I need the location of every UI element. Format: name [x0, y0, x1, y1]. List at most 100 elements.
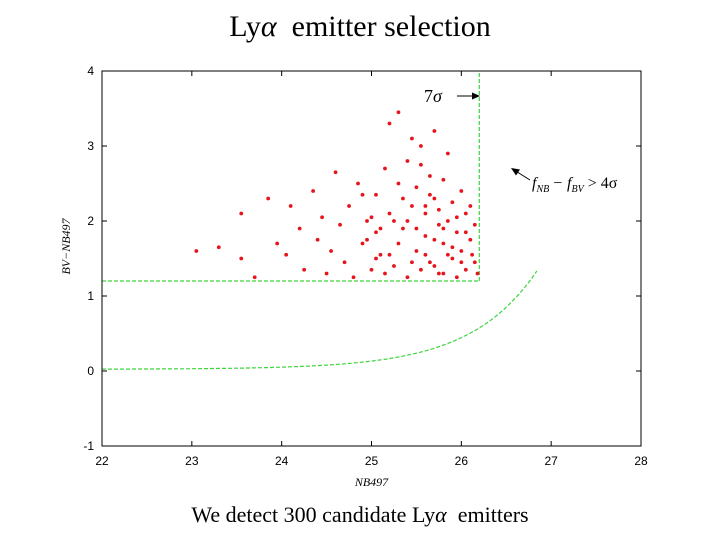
candidate-point-47 [432, 196, 437, 201]
candidate-point-41 [419, 144, 423, 148]
candidate-point-92 [365, 237, 369, 242]
candidate-point-8 [288, 204, 293, 208]
candidate-point-87 [410, 260, 414, 265]
candidate-point-73 [414, 226, 419, 231]
candidate-point-5 [266, 196, 271, 201]
seven-sigma-symbol: σ [433, 86, 443, 106]
candidate-point-48 [432, 129, 437, 133]
y-tick-label-3: 2 [87, 214, 94, 228]
candidate-point-51 [441, 177, 446, 182]
seven-sigma-arrowhead [472, 92, 480, 100]
candidate-point-52 [441, 241, 446, 246]
x-tick-label-0: 22 [95, 454, 109, 468]
candidate-point-14 [324, 271, 329, 276]
candidate-point-19 [347, 204, 351, 208]
candidate-point-32 [396, 110, 401, 115]
candidate-point-0 [194, 249, 199, 253]
candidate-point-86 [470, 252, 475, 257]
caption-suffix: emitters [457, 502, 529, 527]
candidate-point-1 [216, 245, 221, 250]
candidate-point-11 [311, 189, 316, 193]
candidate-point-17 [338, 222, 342, 227]
seven-sigma-number: 7 [424, 86, 433, 106]
candidate-point-75 [396, 241, 401, 246]
selection-cut-lines [102, 71, 538, 370]
candidate-point-66 [472, 222, 477, 227]
candidate-point-90 [383, 271, 387, 276]
candidate-point-2 [239, 211, 244, 216]
flux-significance-curve [102, 270, 538, 370]
candidate-point-31 [392, 264, 396, 268]
candidate-point-83 [445, 252, 450, 257]
seven-sigma-annotation: 7σ [424, 86, 480, 106]
candidate-point-26 [374, 230, 378, 235]
candidate-point-82 [436, 207, 441, 212]
candidate-point-76 [387, 252, 392, 257]
caption-alpha-symbol: α [435, 502, 447, 527]
candidate-point-54 [445, 151, 450, 156]
candidate-point-33 [396, 181, 401, 186]
candidate-point-10 [302, 267, 307, 272]
candidate-point-25 [374, 192, 378, 197]
slide-title: Lyα emitter selection [0, 10, 720, 44]
candidate-point-39 [414, 249, 419, 253]
candidate-point-3 [239, 256, 244, 261]
y-tick-label-0: -1 [83, 439, 94, 453]
candidate-point-38 [410, 204, 414, 208]
candidate-point-85 [463, 230, 468, 235]
plot-area [102, 71, 641, 446]
flux-threshold: > 4σ [588, 175, 618, 192]
candidate-point-63 [468, 237, 473, 242]
caption-prefix: We detect 300 candidate Ly [191, 502, 436, 527]
candidate-point-13 [320, 215, 324, 220]
flux-arrowhead [511, 168, 520, 176]
flux-f1: f [532, 175, 539, 192]
candidate-point-18 [342, 260, 347, 265]
x-tick-label-6: 28 [634, 454, 648, 468]
candidate-point-29 [387, 121, 392, 126]
candidate-point-15 [329, 249, 333, 253]
candidate-point-40 [414, 185, 419, 190]
candidate-point-79 [360, 192, 365, 197]
candidate-point-69 [432, 264, 437, 268]
candidate-point-95 [441, 226, 446, 231]
flux-criterion-annotation: fNB − fBV > 4σ [511, 168, 618, 195]
candidate-point-35 [405, 275, 410, 280]
slide-caption: We detect 300 candidate Lyα emitters [0, 502, 720, 528]
candidate-point-12 [315, 237, 320, 242]
candidate-point-57 [454, 275, 459, 280]
candidate-point-37 [410, 136, 414, 141]
candidate-point-77 [378, 226, 383, 231]
candidate-point-71 [450, 245, 455, 250]
y-tick-label-2: 1 [87, 289, 94, 303]
candidate-point-21 [356, 181, 360, 186]
candidate-point-58 [454, 230, 459, 235]
candidate-point-61 [463, 211, 468, 216]
title-alpha-symbol: α [260, 10, 277, 43]
candidate-point-94 [432, 237, 437, 242]
candidate-point-88 [401, 196, 405, 201]
candidate-point-55 [450, 256, 455, 261]
candidate-point-80 [419, 162, 423, 167]
candidate-point-53 [445, 219, 450, 223]
candidate-point-70 [441, 271, 446, 276]
candidate-points-layer [194, 110, 480, 280]
candidate-point-56 [450, 200, 455, 205]
candidate-point-4 [252, 275, 257, 280]
candidate-point-50 [436, 271, 441, 276]
candidate-point-68 [423, 252, 428, 257]
title-suffix: emitter selection [291, 10, 491, 43]
flux-minus-f: − f [552, 175, 574, 192]
candidate-point-22 [360, 241, 365, 246]
candidate-point-42 [419, 267, 423, 272]
x-tick-label-2: 24 [275, 454, 289, 468]
y-tick-label-4: 3 [87, 139, 94, 153]
y-tick-label-5: 4 [87, 64, 94, 78]
candidate-point-9 [297, 226, 302, 231]
svg-text:7σ: 7σ [424, 86, 443, 106]
candidate-point-93 [423, 204, 428, 208]
candidate-point-74 [405, 219, 410, 223]
candidate-point-28 [383, 166, 387, 171]
